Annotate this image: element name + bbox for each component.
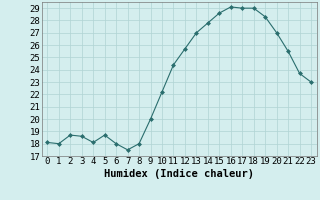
X-axis label: Humidex (Indice chaleur): Humidex (Indice chaleur) [104, 169, 254, 179]
